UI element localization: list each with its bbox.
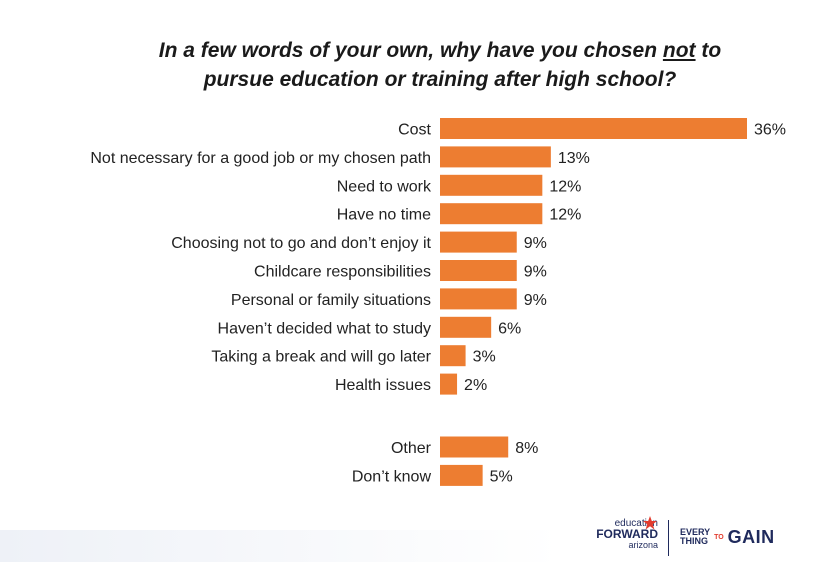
value-label: 36% (754, 122, 786, 139)
logo-every-thing: EVERY THING (680, 528, 710, 546)
bar-chart: Cost 36% Not necessary for a good job or m… (90, 118, 786, 486)
bar (440, 174, 543, 196)
bar (440, 203, 543, 225)
value-label: 12% (549, 207, 581, 224)
education-forward-logo: education FORWARD arizona (588, 518, 658, 551)
logo-thing: THING (680, 536, 708, 546)
category-label: Not necessary for a good job or my chose… (90, 150, 431, 167)
bar (440, 118, 747, 139)
value-label: 13% (558, 150, 590, 167)
logo-every: EVERY (680, 527, 711, 537)
logo-gain: GAIN (727, 527, 775, 547)
category-label: Cost (398, 122, 431, 139)
logo-line-forward: FORWARD (596, 527, 658, 541)
logo-line-education: education (614, 518, 658, 529)
value-label: 8% (515, 440, 538, 457)
category-label: Don’t know (352, 468, 432, 485)
bar (440, 345, 466, 367)
category-label: Taking a break and will go later (211, 349, 431, 366)
footer-logos: education FORWARD arizona EVERY THING TO … (588, 516, 790, 558)
bar (440, 464, 483, 486)
category-label: Other (391, 440, 432, 457)
title-text-part2: to (695, 39, 722, 62)
value-label: 9% (524, 292, 547, 309)
category-label: Need to work (337, 178, 432, 195)
value-label: 9% (524, 264, 547, 281)
bar (440, 231, 517, 253)
logo-line-arizona: arizona (628, 540, 658, 550)
logo-to: TO (714, 533, 724, 541)
category-label: Have no time (337, 207, 431, 224)
chart-title: In a few words of your own, why have you… (120, 36, 760, 94)
logo-divider (668, 520, 669, 556)
title-text-part1: In a few words of your own, why have you… (158, 39, 663, 62)
value-label: 6% (498, 320, 521, 337)
value-label: 9% (524, 235, 547, 252)
value-label: 5% (490, 468, 513, 485)
bar (440, 260, 517, 281)
title-line2: pursue education or training after high … (203, 68, 677, 91)
bar (440, 316, 492, 338)
star-icon (643, 516, 657, 530)
category-label: Health issues (335, 377, 431, 394)
footer-band (0, 530, 560, 562)
category-label: Haven’t decided what to study (218, 320, 431, 337)
bar (440, 373, 458, 395)
every-thing-to-gain-logo: EVERY THING TO GAIN (680, 527, 790, 547)
title-underlined-word: not (662, 39, 696, 62)
category-label: Personal or family situations (231, 292, 431, 309)
value-label: 2% (464, 377, 487, 394)
category-label: Choosing not to go and don’t enjoy it (171, 235, 431, 252)
bar (440, 146, 551, 168)
bar (440, 288, 517, 310)
category-label: Childcare responsibilities (254, 264, 431, 281)
value-label: 12% (549, 178, 581, 195)
value-label: 3% (473, 349, 496, 366)
bar (440, 436, 509, 458)
